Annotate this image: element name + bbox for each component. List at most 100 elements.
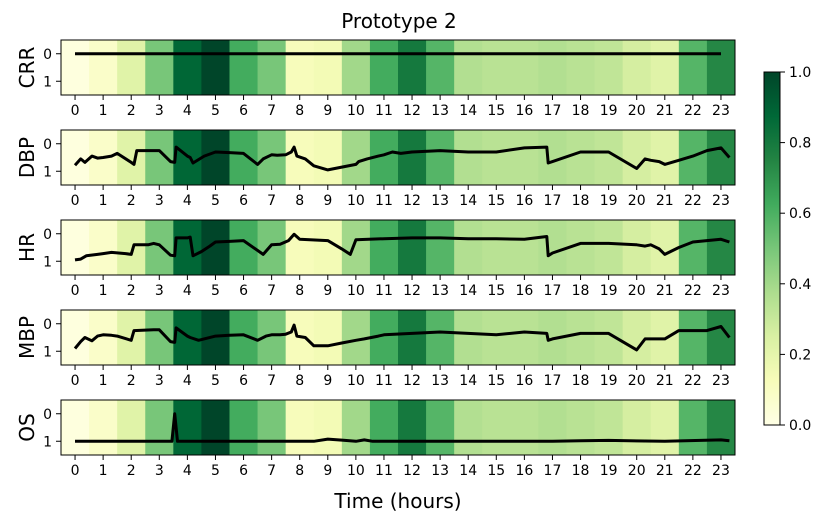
x-tick-label: 23: [712, 103, 730, 119]
x-tick-label: 7: [267, 103, 276, 119]
x-tick-label: 12: [403, 283, 421, 299]
x-tick-label: 19: [600, 283, 618, 299]
heatmap-cell: [510, 130, 539, 185]
heatmap-cell: [482, 40, 511, 95]
heatmap-cell: [341, 400, 371, 455]
heatmap-cell: [426, 130, 455, 185]
heatmap-cell: [145, 130, 174, 185]
heatmap-cell: [61, 40, 90, 95]
heatmap-cell: [538, 400, 567, 455]
x-tick-label: 17: [544, 283, 562, 299]
x-tick-label: 20: [628, 103, 646, 119]
x-tick-label: 3: [155, 103, 164, 119]
x-tick-label: 11: [375, 373, 393, 389]
heatmap-cell: [89, 220, 118, 275]
x-tick-label: 20: [628, 373, 646, 389]
x-tick-label: 8: [295, 103, 304, 119]
x-tick-label: 15: [487, 463, 505, 479]
y-tick-label: 1: [43, 254, 52, 270]
x-tick-label: 6: [239, 373, 248, 389]
x-tick-label: 15: [487, 103, 505, 119]
x-tick-label: 3: [155, 373, 164, 389]
x-tick-label: 10: [347, 193, 365, 209]
x-tick-label: 14: [459, 103, 477, 119]
x-tick-label: 13: [431, 193, 449, 209]
x-tick-label: 1: [99, 103, 108, 119]
x-tick-label: 20: [628, 283, 646, 299]
heatmap-cell: [566, 40, 595, 95]
x-tick-label: 16: [515, 373, 533, 389]
heatmap-cell: [369, 220, 399, 275]
x-tick-label: 16: [515, 103, 533, 119]
x-tick-label: 2: [127, 103, 136, 119]
heatmap-cell: [594, 220, 624, 275]
colorbar: 0.0 0.2 0.4 0.6 0.8 1.0: [763, 65, 811, 434]
panel-mbp: 010 1 2 3 4 5 6 7 8 9 10 11 12 13 14 15 16 17 18 19 20 21 22 23…: [15, 309, 736, 389]
colorbar-tick-label: 0.8: [789, 136, 811, 152]
heatmap-cell: [622, 40, 652, 95]
x-tick-label: 7: [267, 463, 276, 479]
heatmap-cell: [622, 400, 652, 455]
heatmap-cell: [117, 400, 146, 455]
heatmap-cell: [229, 400, 258, 455]
heatmap-cell: [426, 40, 455, 95]
y-tick-label: 0: [43, 407, 52, 423]
series-label-mbp: MBP: [15, 316, 39, 359]
x-tick-label: 9: [323, 283, 332, 299]
x-tick-label: 15: [487, 373, 505, 389]
heatmap-cell: [201, 130, 230, 185]
x-tick-label: 8: [295, 463, 304, 479]
panel-frame: [60, 129, 736, 186]
x-tick-label: 23: [712, 283, 730, 299]
x-tick-label: 15: [487, 283, 505, 299]
heatmap-cell: [678, 400, 708, 455]
y-tick-label: 1: [43, 434, 52, 450]
x-tick-label: 11: [375, 283, 393, 299]
heatmap-cell: [313, 40, 343, 95]
x-tick-label: 17: [544, 103, 562, 119]
heatmap-cell: [510, 40, 539, 95]
y-tick-label: 0: [43, 227, 52, 243]
x-tick-label: 11: [375, 463, 393, 479]
heatmap-cell: [678, 40, 708, 95]
panel-dbp: 010 1 2 3 4 5 6 7 8 9 10 11 12 13 14 15 16 17 18 19 20 21 22 23…: [15, 129, 736, 209]
x-tick-label: 5: [211, 193, 220, 209]
series-label-hr: HR: [15, 233, 39, 262]
heatmap-cell: [341, 40, 371, 95]
x-tick-label: 20: [628, 463, 646, 479]
heatmap-cell: [594, 310, 624, 365]
x-tick-label: 3: [155, 463, 164, 479]
x-tick-label: 9: [323, 373, 332, 389]
heatmap-cell: [706, 310, 736, 365]
x-tick-label: 18: [572, 103, 590, 119]
heatmap-cell: [510, 220, 539, 275]
x-tick-label: 0: [71, 463, 80, 479]
heatmap-cell: [706, 40, 736, 95]
heatmap-cell: [285, 220, 315, 275]
colorbar-tick-label: 0.6: [789, 206, 811, 222]
x-tick-label: 23: [712, 463, 730, 479]
heatmap-cell: [313, 310, 343, 365]
x-tick-label: 4: [183, 283, 192, 299]
heatmap-cell: [706, 130, 736, 185]
heatmap-cell: [117, 40, 146, 95]
x-tick-label: 17: [544, 463, 562, 479]
panel-crr: 010 1 2 3 4 5 6 7 8 9 10 11 12 13 14 15 16 17 18 19 20 21 22 23…: [15, 39, 736, 119]
heatmap-cell: [89, 400, 118, 455]
heatmap-cell: [341, 130, 371, 185]
heatmap-cell: [229, 40, 258, 95]
x-tick-label: 22: [684, 283, 702, 299]
heatmap-cell: [482, 220, 511, 275]
heatmap-cell: [706, 400, 736, 455]
x-tick-label: 10: [347, 373, 365, 389]
heatmap-cell: [594, 400, 624, 455]
heatmap-cell: [454, 130, 483, 185]
heatmap-cell: [145, 40, 174, 95]
heatmap-cell: [426, 400, 455, 455]
heatmap-cell: [173, 40, 202, 95]
x-tick-label: 9: [323, 193, 332, 209]
heatmap-cell: [538, 220, 567, 275]
x-tick-label: 5: [211, 283, 220, 299]
x-tick-label: 17: [544, 373, 562, 389]
